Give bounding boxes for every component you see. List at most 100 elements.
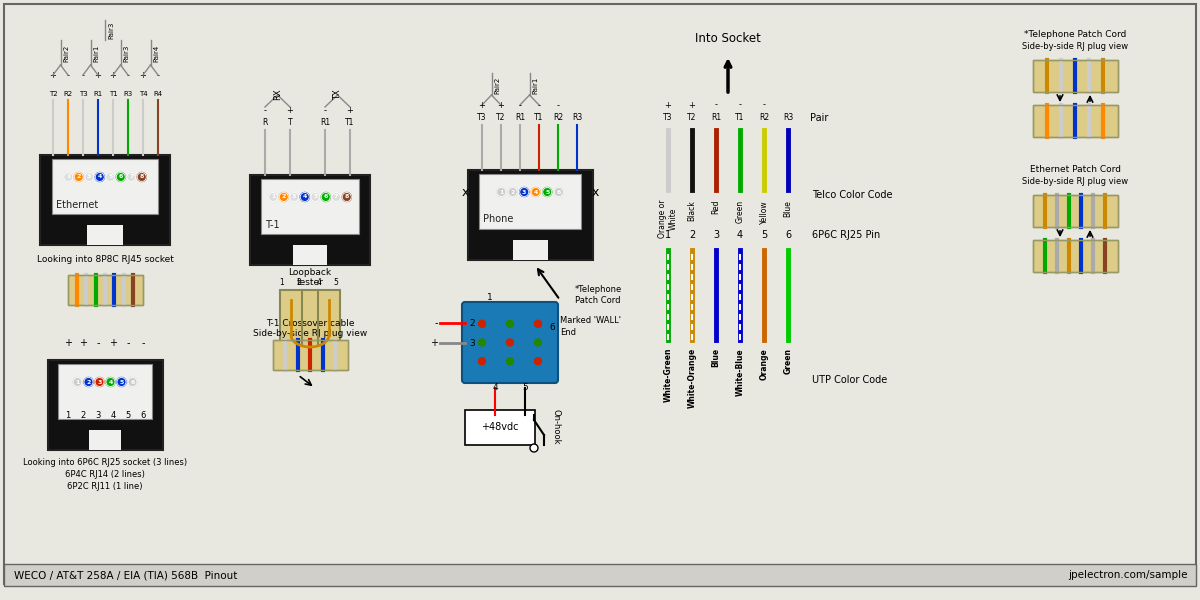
Text: 2: 2 [282, 194, 286, 199]
Circle shape [280, 193, 288, 202]
Text: End: End [560, 328, 576, 337]
Text: 1: 1 [66, 175, 71, 179]
Bar [466, 410, 535, 445]
Text: 6P6C RJ25 Pin: 6P6C RJ25 Pin [812, 230, 881, 240]
Text: +: + [79, 338, 88, 348]
Text: Black: Black [688, 200, 696, 221]
Text: Blue: Blue [712, 348, 720, 367]
Text: -: - [762, 100, 766, 109]
Text: T-1: T-1 [265, 220, 280, 229]
Bar [1032, 195, 1117, 227]
Text: 6: 6 [119, 175, 122, 179]
Text: +: + [109, 338, 118, 348]
Text: +: + [109, 71, 116, 80]
Bar [52, 158, 158, 214]
Text: Looking into 8P8C RJ45 socket: Looking into 8P8C RJ45 socket [36, 255, 174, 264]
Text: Into Socket: Into Socket [695, 32, 761, 45]
Text: 4: 4 [97, 175, 102, 179]
Text: 4: 4 [108, 379, 113, 385]
Circle shape [532, 187, 540, 196]
Bar [1032, 195, 1117, 227]
Text: 5: 5 [125, 410, 131, 419]
Text: 5: 5 [522, 383, 528, 392]
Text: +: + [479, 101, 486, 110]
Circle shape [269, 193, 277, 202]
Circle shape [534, 320, 541, 327]
Text: +: + [64, 338, 72, 348]
Text: Looking into 6P6C RJ25 socket (3 lines): Looking into 6P6C RJ25 socket (3 lines) [23, 458, 187, 467]
FancyBboxPatch shape [462, 302, 558, 383]
Circle shape [289, 193, 299, 202]
Circle shape [127, 173, 136, 181]
Circle shape [554, 187, 563, 196]
Text: 6: 6 [131, 379, 134, 385]
Text: Pair3: Pair3 [108, 22, 114, 38]
Text: Pair4: Pair4 [154, 44, 160, 62]
Text: R: R [263, 118, 268, 127]
Text: T2: T2 [497, 113, 505, 122]
Circle shape [506, 320, 514, 327]
Text: Side-by-side RJ plug view: Side-by-side RJ plug view [253, 329, 367, 338]
Circle shape [118, 377, 126, 386]
Bar [1032, 105, 1117, 137]
Text: T4: T4 [139, 91, 148, 97]
Text: 1: 1 [65, 410, 71, 419]
Circle shape [95, 377, 104, 386]
Text: -: - [324, 106, 326, 115]
Bar [48, 360, 162, 450]
Text: R1: R1 [710, 113, 721, 122]
Bar [1032, 105, 1117, 137]
Circle shape [520, 187, 529, 196]
Bar [272, 340, 348, 370]
Bar [512, 240, 547, 260]
Text: Pair1: Pair1 [94, 44, 100, 62]
Text: T: T [288, 118, 293, 127]
Text: Patch Cord: Patch Cord [575, 296, 620, 305]
Text: T1: T1 [736, 113, 745, 122]
Text: Pair2: Pair2 [494, 76, 500, 94]
Text: T-1 Crossover cable: T-1 Crossover cable [265, 319, 354, 328]
Text: T1: T1 [534, 113, 544, 122]
Text: -: - [738, 100, 742, 109]
Circle shape [106, 173, 115, 181]
Text: +: + [498, 101, 504, 110]
Text: White-Orange: White-Orange [688, 348, 696, 408]
Bar [58, 364, 152, 419]
Text: Yellow: Yellow [760, 200, 768, 224]
Text: R3: R3 [572, 113, 582, 122]
Text: Side-by-side RJ plug view: Side-by-side RJ plug view [1022, 42, 1128, 51]
Text: 1: 1 [665, 230, 671, 240]
Text: T2: T2 [688, 113, 697, 122]
Text: +48vdc: +48vdc [481, 422, 518, 432]
Text: Pair3: Pair3 [124, 44, 130, 62]
Text: Phone: Phone [482, 214, 514, 224]
Text: 3: 3 [713, 230, 719, 240]
Text: +: + [665, 100, 672, 109]
Text: +: + [347, 106, 354, 115]
Text: Orange: Orange [760, 348, 768, 380]
Text: 6: 6 [557, 190, 560, 194]
Text: 3: 3 [97, 379, 102, 385]
Text: 4: 4 [110, 410, 115, 419]
Text: 1: 1 [271, 194, 276, 199]
Text: 4: 4 [492, 383, 498, 392]
Circle shape [128, 377, 137, 386]
Text: 5: 5 [108, 175, 113, 179]
Circle shape [73, 377, 82, 386]
Text: 5: 5 [761, 230, 767, 240]
Text: 6P4C RJ14 (2 lines): 6P4C RJ14 (2 lines) [65, 470, 145, 479]
Bar [67, 275, 143, 305]
Bar [4, 564, 1196, 586]
Text: -: - [538, 101, 540, 110]
Circle shape [84, 377, 94, 386]
Circle shape [479, 320, 486, 327]
Text: Green: Green [784, 348, 792, 374]
Circle shape [64, 173, 73, 181]
Text: 3: 3 [95, 410, 101, 419]
Text: Orange or
White: Orange or White [659, 200, 678, 238]
Text: 4: 4 [534, 190, 538, 194]
Text: White-Blue: White-Blue [736, 348, 744, 395]
Bar [293, 245, 326, 265]
Text: T2: T2 [49, 91, 58, 97]
Circle shape [530, 444, 538, 452]
